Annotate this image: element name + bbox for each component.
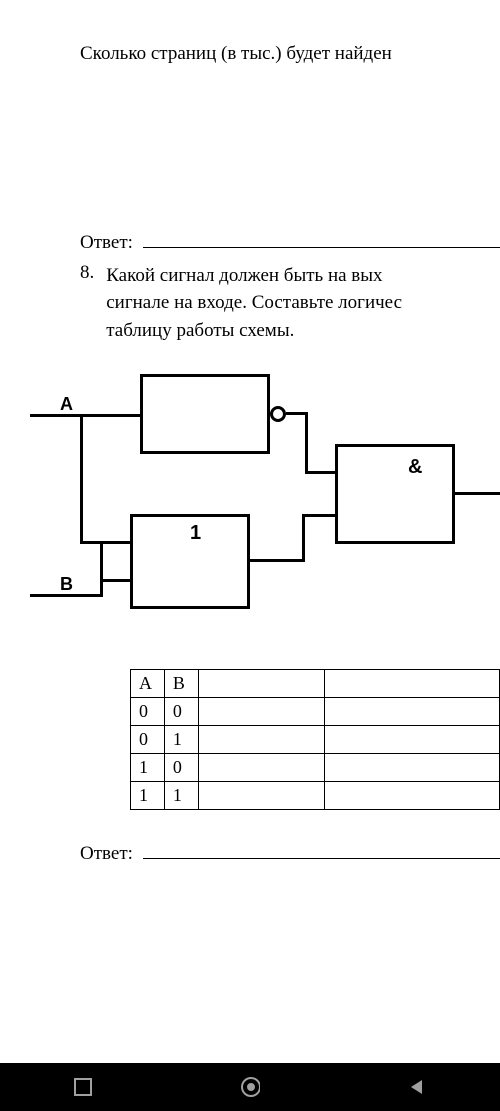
and-gate: [335, 444, 455, 544]
and-gate-label: &: [408, 456, 422, 479]
truth-table: AB00011011: [130, 669, 500, 810]
wire-10: [302, 514, 305, 562]
or-gate-label: 1: [190, 522, 201, 545]
table-cell: [325, 726, 500, 754]
table-cell: [325, 782, 500, 810]
wire-9: [250, 559, 305, 562]
q8-line2: сигнале на входе. Составьте логичес: [106, 289, 402, 317]
table-cell: [325, 698, 500, 726]
back-button[interactable]: [407, 1077, 427, 1097]
q8-line3: таблицу работы схемы.: [106, 317, 402, 345]
wire-4: [100, 541, 103, 597]
table-cell: 0: [164, 754, 198, 782]
wire-0: [30, 414, 140, 417]
not-gate: [140, 374, 270, 454]
table-row: 00: [131, 698, 500, 726]
table-row: 10: [131, 754, 500, 782]
table-cell: 0: [131, 726, 165, 754]
answer-8-row: Ответ:: [80, 840, 500, 865]
page-content: Сколько страниц (в тыс.) будет найден От…: [0, 0, 500, 865]
android-navbar: [0, 1063, 500, 1111]
answer-7-row: Ответ:: [80, 229, 500, 254]
recent-apps-button[interactable]: [73, 1077, 93, 1097]
item-number: 8.: [80, 262, 94, 345]
answer-label: Ответ:: [80, 232, 133, 254]
table-header-2: [198, 670, 324, 698]
table-cell: [198, 754, 324, 782]
wire-1: [80, 414, 83, 544]
wire-7: [305, 412, 308, 474]
wire-12: [455, 492, 500, 495]
answer-blank-2: [143, 840, 500, 859]
table-cell: [198, 698, 324, 726]
table-cell: 1: [131, 754, 165, 782]
table-cell: 1: [131, 782, 165, 810]
wire-5: [100, 579, 130, 582]
home-button[interactable]: [240, 1077, 260, 1097]
question-8: 8. Какой сигнал должен быть на вых сигна…: [80, 262, 500, 345]
table-cell: 0: [131, 698, 165, 726]
table-cell: [198, 726, 324, 754]
table-row: 01: [131, 726, 500, 754]
wire-2: [80, 541, 130, 544]
input-a-label: A: [60, 394, 73, 415]
table-cell: [325, 754, 500, 782]
not-bubble: [270, 406, 286, 422]
table-cell: 1: [164, 782, 198, 810]
table-cell: 1: [164, 726, 198, 754]
wire-8: [305, 471, 335, 474]
table-header-3: [325, 670, 500, 698]
wire-11: [302, 514, 335, 517]
logic-diagram: A B 1 &: [30, 364, 490, 644]
answer-blank: [143, 229, 500, 248]
table-cell: [198, 782, 324, 810]
table-row: 11: [131, 782, 500, 810]
input-b-label: B: [60, 574, 73, 595]
table-header-0: A: [131, 670, 165, 698]
answer-label-2: Ответ:: [80, 843, 133, 865]
q8-line1: Какой сигнал должен быть на вых: [106, 262, 402, 290]
question-7-fragment: Сколько страниц (в тыс.) будет найден: [80, 40, 500, 69]
table-header-1: B: [164, 670, 198, 698]
table-cell: 0: [164, 698, 198, 726]
item-body: Какой сигнал должен быть на вых сигнале …: [106, 262, 402, 345]
